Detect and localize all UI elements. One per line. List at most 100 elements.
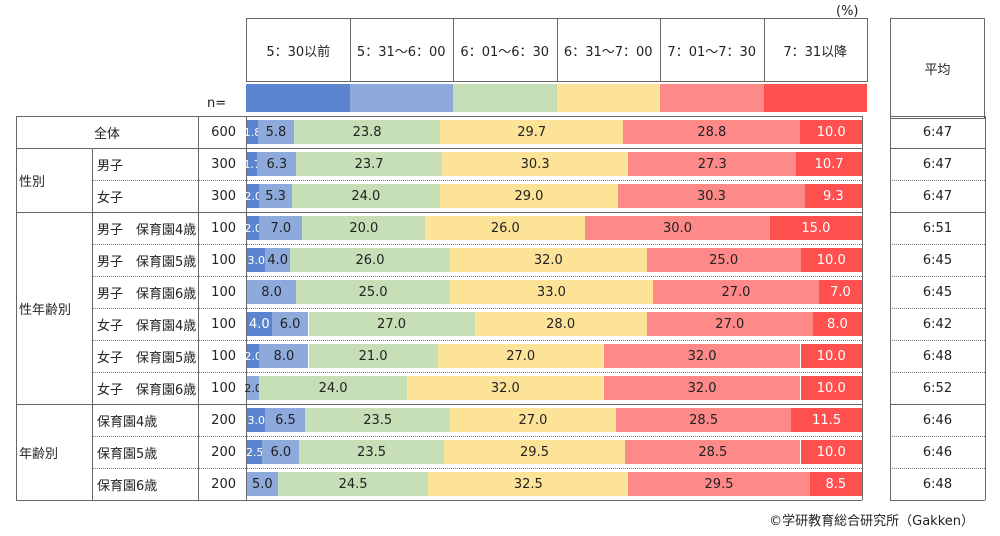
bar-segment: 9.3 — [804, 184, 862, 208]
group-label: 性別 — [19, 174, 46, 190]
row-divider — [92, 308, 862, 309]
bar-segment: 21.0 — [308, 344, 438, 368]
row-label: 女子 保育園4歳 — [97, 318, 197, 334]
avg-row-divider — [890, 180, 985, 181]
table-left-border — [16, 116, 17, 500]
bar-segment: 27.0 — [449, 408, 616, 432]
row-n: 100 — [211, 252, 236, 268]
avg-row-divider — [890, 276, 985, 277]
avg-left-border — [890, 116, 891, 500]
bar-segment: 7.0 — [818, 280, 862, 304]
n-column-border — [198, 116, 199, 500]
n-label: n= — [207, 96, 227, 111]
row-label: 保育園4歳 — [97, 414, 158, 430]
row-average: 6:45 — [922, 252, 953, 268]
row-n: 100 — [211, 284, 236, 300]
bar-segment: 5.3 — [259, 184, 292, 208]
bar-segment: 2.0 — [244, 216, 262, 240]
bar-segment: 5.0 — [247, 472, 278, 496]
bar-segment: 30.3 — [618, 184, 805, 208]
bar-segment: 23.8 — [293, 120, 441, 144]
bar-segment: 10.0 — [800, 120, 862, 144]
bar-segment: 29.5 — [628, 472, 810, 496]
row-divider — [92, 276, 862, 277]
row-divider — [92, 180, 862, 181]
avg-right-border — [985, 116, 986, 500]
legend-swatch-5 — [763, 84, 867, 112]
row-n: 100 — [211, 348, 236, 364]
bar-segment: 15.0 — [769, 216, 862, 240]
group-column-border — [92, 212, 93, 404]
row-label: 男子 保育園4歳 — [97, 222, 197, 238]
avg-row-border — [890, 500, 985, 501]
row-n: 100 — [211, 380, 236, 396]
row-label: 全体 — [93, 126, 120, 142]
row-label: 女子 保育園6歳 — [97, 382, 197, 398]
bar-segment: 32.5 — [428, 472, 629, 496]
bar-segment: 6.3 — [257, 152, 297, 176]
bar-segment: 30.3 — [441, 152, 629, 176]
row-average: 6:48 — [922, 348, 953, 364]
row-n: 200 — [211, 444, 236, 460]
bar-segment: 4.0 — [265, 248, 291, 272]
bar-segment: 32.0 — [449, 248, 647, 272]
bar-segment: 28.0 — [474, 312, 647, 336]
group-column-border — [92, 404, 93, 500]
bar-segment: 29.0 — [439, 184, 619, 208]
row-n: 100 — [211, 316, 236, 332]
bar-segment: 5.8 — [258, 120, 294, 144]
avg-row-divider — [890, 468, 985, 469]
bar-segment: 24.0 — [259, 376, 407, 400]
legend-swatch-4 — [660, 84, 764, 112]
row-n: 200 — [211, 476, 236, 492]
row-divider — [92, 468, 862, 469]
bar-segment: 32.0 — [406, 376, 604, 400]
table-right-border — [862, 116, 863, 500]
legend-header-0: 5：30以前 — [246, 18, 351, 82]
legend-swatch-0 — [246, 84, 350, 112]
group-label: 年齢別 — [19, 446, 59, 462]
row-average: 6:47 — [922, 124, 953, 140]
bar-segment: 4.0 — [247, 312, 272, 336]
bar-segment: 23.7 — [296, 152, 442, 176]
avg-row-border — [890, 212, 985, 213]
bar-segment: 2.0 — [244, 344, 262, 368]
avg-row-border — [890, 404, 985, 405]
legend-header-4: 7：01〜7：30 — [660, 18, 765, 82]
bar-segment: 3.0 — [247, 248, 266, 272]
row-average: 6:48 — [922, 476, 953, 492]
bar-segment: 29.7 — [440, 120, 624, 144]
legend-swatch-3 — [556, 84, 660, 112]
row-average: 6:45 — [922, 284, 953, 300]
bar-segment: 2.0 — [244, 184, 262, 208]
bar-segment: 10.0 — [800, 440, 862, 464]
row-divider — [92, 340, 862, 341]
bar-segment: 6.0 — [271, 312, 309, 336]
row-n: 200 — [211, 412, 236, 428]
row-average: 6:46 — [922, 412, 953, 428]
row-n: 100 — [211, 220, 236, 236]
bar-segment: 7.0 — [259, 216, 303, 240]
bar-segment: 8.0 — [812, 312, 862, 336]
row-border — [16, 212, 862, 213]
bar-segment: 2.5 — [246, 440, 263, 464]
row-n: 300 — [211, 156, 236, 172]
bar-segment: 32.0 — [603, 344, 801, 368]
legend-swatch-2 — [453, 84, 557, 112]
bar-segment: 27.0 — [646, 312, 813, 336]
avg-row-divider — [890, 436, 985, 437]
group-column-border — [92, 148, 93, 212]
bar-segment: 8.5 — [809, 472, 862, 496]
bar-segment: 26.0 — [425, 216, 586, 240]
bar-segment: 28.5 — [625, 440, 801, 464]
row-label: 保育園5歳 — [97, 446, 158, 462]
bar-segment: 8.0 — [259, 344, 309, 368]
legend-swatch-1 — [349, 84, 453, 112]
row-average: 6:47 — [922, 156, 953, 172]
row-divider — [92, 436, 862, 437]
average-header: 平均 — [890, 18, 985, 119]
bar-segment: 24.0 — [291, 184, 440, 208]
row-n: 600 — [211, 124, 236, 140]
bar-segment: 27.0 — [652, 280, 819, 304]
unit-label: (%) — [836, 4, 859, 19]
